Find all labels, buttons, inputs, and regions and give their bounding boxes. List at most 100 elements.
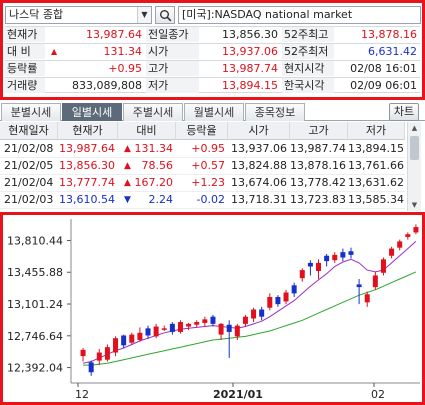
candle-body: [380, 259, 386, 273]
column-header[interactable]: 대비: [118, 122, 176, 140]
search-button[interactable]: [155, 6, 175, 24]
cell-rate: -0.02: [196, 193, 225, 206]
up-arrow-icon: ▲: [124, 144, 131, 154]
column-header[interactable]: 현재가: [58, 122, 118, 140]
tab-1[interactable]: 일별시세: [62, 103, 122, 121]
up-arrow-icon: ▲: [124, 161, 131, 171]
candle-body: [210, 316, 216, 324]
table-row[interactable]: 21/02/03 13,610.54 ▼ 2.24 -0.02 13,718.31 13,7…: [0, 192, 405, 209]
candle-body: [80, 349, 86, 357]
candle-body: [291, 285, 297, 294]
quote-label: 고가: [146, 61, 199, 76]
table-row[interactable]: 21/02/08 13,987.64 ▲ 131.34 +0.95 13,937.06 13…: [0, 141, 405, 158]
quote-value: 13,987.74: [222, 62, 278, 75]
column-header[interactable]: 저가: [348, 122, 405, 140]
cell-open: 13,718.31: [231, 193, 287, 206]
tab-2[interactable]: 주별시세: [123, 103, 183, 121]
scroll-thumb[interactable]: [410, 136, 419, 160]
stock-select[interactable]: 나스닥 종합 ▼: [5, 6, 152, 24]
quote-label: 대 비: [5, 44, 45, 59]
candlestick-chart-svg: 13,810.44 13,455.88 13,101.24 12,746.64 12,3…: [7, 219, 420, 401]
scroll-up-icon[interactable]: ▲: [411, 124, 418, 132]
quote-label: 저가: [146, 78, 199, 93]
candle-body: [129, 334, 135, 343]
cell-low: 13,761.66: [348, 159, 404, 172]
change-value: 2.24: [148, 193, 174, 206]
cell-rate: +0.57: [191, 159, 225, 172]
change-value: 78.56: [141, 159, 174, 172]
candle-body: [324, 255, 330, 262]
table-row[interactable]: 21/02/05 13,856.30 ▲ 78.56 +0.57 13,824.88 13,…: [0, 158, 405, 175]
candle-body: [177, 322, 183, 332]
column-header[interactable]: 현재일자: [0, 122, 58, 140]
price-chart[interactable]: 13,810.44 13,455.88 13,101.24 12,746.64 12,3…: [0, 212, 425, 405]
candle-body: [153, 326, 159, 337]
x-tick-label: 2021/01: [213, 388, 263, 401]
daily-price-table: 현재일자 현재가 대비 등락율 시가 고가 저가 21/02/08 13,987.64 ▲ 131…: [0, 122, 425, 211]
candle-body: [251, 309, 257, 319]
quote-value: 02/09 06:01: [350, 79, 417, 92]
candle-body: [161, 328, 167, 330]
quote-label: 현지시각: [282, 61, 334, 76]
cell-open: 13,674.06: [231, 176, 287, 189]
tab-4[interactable]: 종목정보: [245, 103, 305, 121]
y-tick-label: 13,101.24: [7, 298, 63, 311]
column-header[interactable]: 시가: [228, 122, 290, 140]
cell-change: ▼ 2.24: [118, 192, 176, 208]
quote-label: 한국시각: [282, 78, 334, 93]
quote-value: 13,894.15: [222, 79, 278, 92]
column-header[interactable]: 고가: [290, 122, 348, 140]
candle-body: [226, 324, 232, 332]
moving-average-short: [82, 241, 417, 364]
column-header[interactable]: 등락율: [176, 122, 228, 140]
cell-date: 21/02/04: [4, 176, 54, 189]
quote-label: 거래량: [5, 78, 45, 93]
stock-name: 나스닥 종합: [9, 8, 64, 21]
y-tick-label: 13,810.44: [7, 234, 63, 247]
cell-price: 13,987.64: [59, 142, 115, 155]
candle-body: [202, 319, 208, 323]
quote-value: 02/08 16:01: [350, 62, 417, 75]
tab-3[interactable]: 월별시세: [184, 103, 244, 121]
cell-rate: +1.23: [191, 176, 225, 189]
chevron-down-icon[interactable]: ▼: [137, 7, 151, 23]
candle-body: [332, 254, 338, 261]
cell-date: 21/02/08: [4, 142, 54, 155]
cell-change: ▲ 131.34: [118, 141, 176, 157]
candle-body: [340, 252, 346, 258]
quote-value: 6,631.42: [368, 45, 417, 58]
candle-body: [186, 323, 192, 327]
y-tick-label: 12,392.04: [7, 362, 63, 375]
candle-body: [88, 362, 94, 373]
cell-high: 13,878.16: [290, 159, 346, 172]
cell-high: 13,723.83: [290, 193, 346, 206]
candle-body: [267, 296, 273, 308]
table-scrollbar[interactable]: ▲ ▼: [407, 122, 421, 211]
table-row[interactable]: 21/02/04 13,777.74 ▲ 167.20 +1.23 13,674.06 13…: [0, 175, 405, 192]
quote-value: +0.95: [108, 62, 142, 75]
search-row: 나스닥 종합 ▼ [미국]:NASDAQ national market: [5, 5, 421, 25]
candle-body: [194, 322, 200, 325]
candle-body: [283, 292, 289, 302]
candle-body: [121, 335, 127, 346]
scroll-down-icon[interactable]: ▼: [411, 201, 418, 209]
candle-body: [169, 323, 175, 332]
up-arrow-icon: ▲: [51, 47, 58, 56]
candle-body: [364, 294, 370, 303]
quote-value: 833,089,808: [72, 79, 142, 92]
chart-button[interactable]: 차트: [389, 103, 419, 121]
candle-body: [307, 262, 313, 267]
candle-body: [96, 352, 102, 361]
tab-0[interactable]: 분별시세: [1, 103, 61, 121]
cell-date: 21/02/05: [4, 159, 54, 172]
cell-low: 13,585.34: [348, 193, 404, 206]
change-value: 131.34: [103, 45, 143, 58]
quote-label: 전일종가: [146, 27, 199, 42]
quote-row: 등락률 +0.95 고가 13,987.74 현지시각 02/08 16:01: [5, 60, 420, 76]
quote-label: 52주최저: [282, 44, 334, 59]
cell-rate: +0.95: [191, 142, 225, 155]
market-label: [미국]:NASDAQ national market: [178, 6, 421, 24]
y-tick-label: 12,746.64: [7, 330, 63, 343]
cell-high: 13,778.42: [290, 176, 346, 189]
moving-average-long: [83, 271, 417, 366]
